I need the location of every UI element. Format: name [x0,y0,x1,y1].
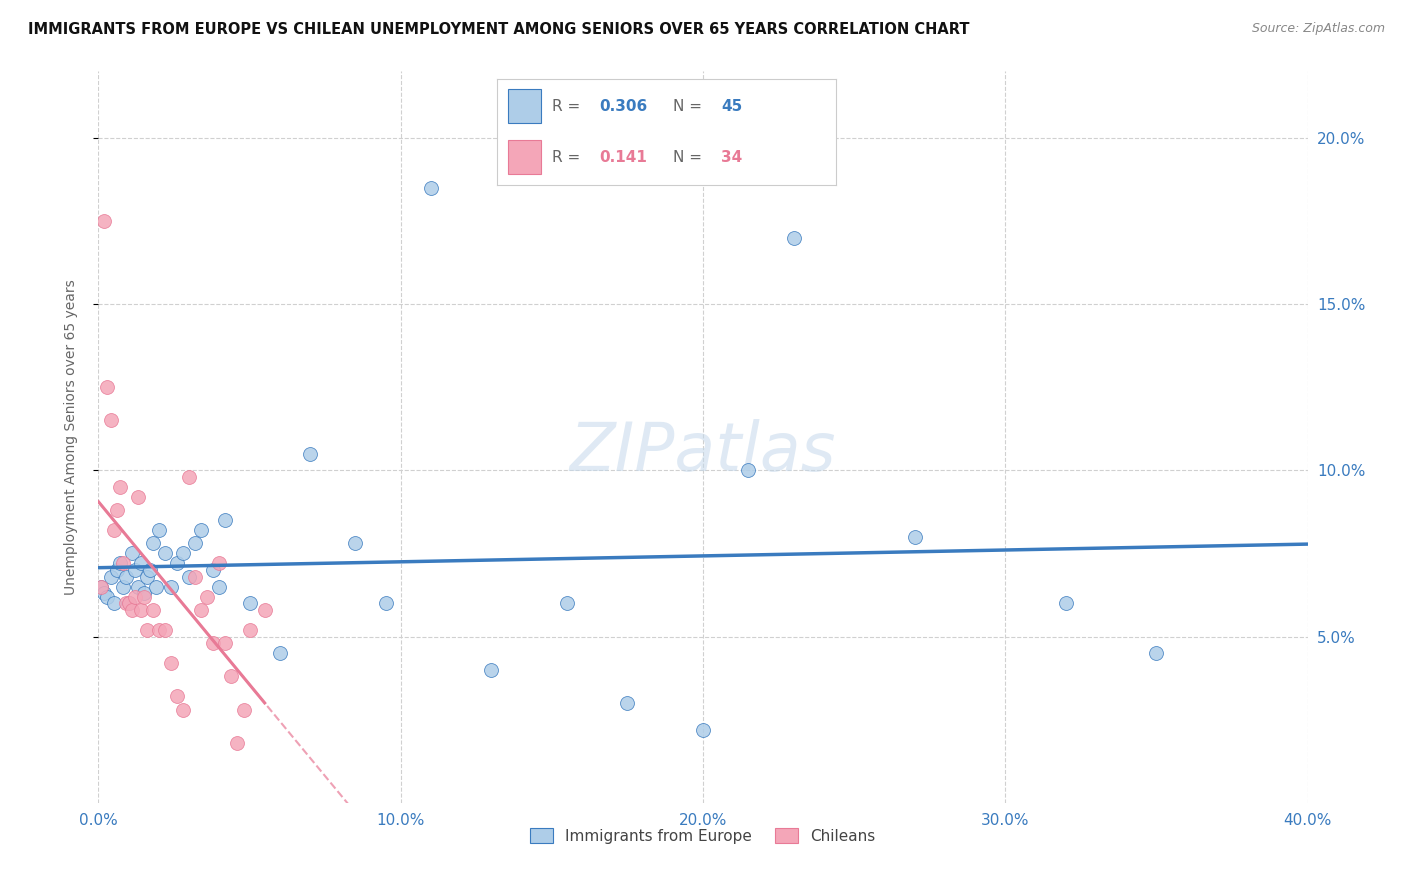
Point [132,586,155,600]
Point [127,490,149,504]
Legend: Immigrants from Europe, Chileans: Immigrants from Europe, Chileans [524,822,882,850]
Point [118,596,141,610]
Point [195,590,218,604]
Point [124,590,146,604]
Point [214,513,236,527]
Point [184,536,207,550]
Point [783,230,806,244]
Point [100,413,122,427]
Point [555,596,578,610]
Point [253,603,276,617]
Point [153,546,176,560]
Point [142,536,165,550]
Point [108,480,131,494]
Point [190,523,212,537]
Point [132,590,155,604]
Point [616,696,638,710]
Point [111,557,134,571]
Point [124,563,146,577]
Point [160,580,183,594]
Point [96,590,118,604]
Point [166,557,188,571]
Point [148,523,170,537]
Point [135,623,157,637]
Point [374,596,396,610]
Point [145,580,167,594]
Text: IMMIGRANTS FROM EUROPE VS CHILEAN UNEMPLOYMENT AMONG SENIORS OVER 65 YEARS CORRE: IMMIGRANTS FROM EUROPE VS CHILEAN UNEMPL… [28,22,970,37]
Point [103,596,125,610]
Point [129,603,152,617]
Point [142,603,165,617]
Point [111,580,134,594]
Point [139,563,162,577]
Point [208,580,231,594]
Point [1144,646,1167,660]
Point [299,447,322,461]
Point [269,646,291,660]
Point [93,586,115,600]
Point [96,380,118,394]
Point [1054,596,1077,610]
Point [179,570,201,584]
Y-axis label: Unemployment Among Seniors over 65 years: Unemployment Among Seniors over 65 years [63,279,77,595]
Point [172,703,194,717]
Point [121,546,143,560]
Point [90,580,112,594]
Point [103,523,125,537]
Point [129,557,152,571]
Point [420,180,443,194]
Point [105,503,128,517]
Point [108,557,131,571]
Point [214,636,236,650]
Point [737,463,759,477]
Point [208,557,231,571]
Point [226,736,249,750]
Point [481,663,503,677]
Point [239,623,262,637]
Point [221,669,243,683]
Point [114,570,136,584]
Text: Source: ZipAtlas.com: Source: ZipAtlas.com [1251,22,1385,36]
Point [239,596,262,610]
Point [121,603,143,617]
Text: ZIPatlas: ZIPatlas [569,418,837,484]
Point [160,656,183,670]
Point [100,570,122,584]
Point [184,570,207,584]
Point [105,563,128,577]
Point [344,536,367,550]
Point [153,623,176,637]
Point [148,623,170,637]
Point [202,636,225,650]
Point [93,214,115,228]
Point [172,546,194,560]
Point [135,570,157,584]
Point [118,596,141,610]
Point [127,580,149,594]
Point [202,563,225,577]
Point [232,703,254,717]
Point [190,603,212,617]
Point [692,723,714,737]
Point [166,690,188,704]
Point [179,470,201,484]
Point [90,580,112,594]
Point [114,596,136,610]
Point [904,530,927,544]
